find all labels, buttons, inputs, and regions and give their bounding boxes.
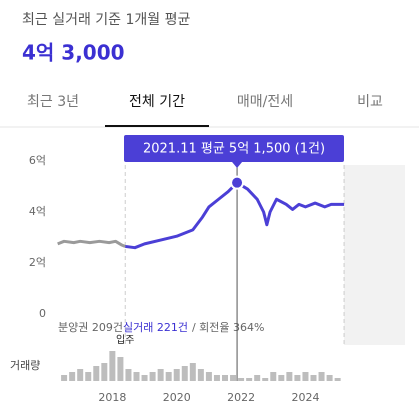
trade-note: 실거래 221건 xyxy=(123,321,188,334)
tab-underline xyxy=(105,125,209,127)
volume-bar xyxy=(61,375,68,381)
volume-bar xyxy=(133,372,140,381)
chart: 0 2억 4억 6억 2018 2020 2022 2024 거래량 분양권 209건실거래 22… xyxy=(10,135,405,404)
y-tick-label: 6억 xyxy=(29,154,46,167)
volume-bar xyxy=(77,369,84,381)
tab[interactable]: 최근 3년 xyxy=(27,94,79,110)
tooltip-pointer xyxy=(232,162,243,168)
volume-bar xyxy=(165,372,172,381)
volume-bar xyxy=(205,372,212,381)
trade-summary: 분양권 209건실거래 221건 / 회전율 364% xyxy=(58,321,264,334)
x-tick-label: 2024 xyxy=(291,391,319,404)
tooltip-text: 2021.11 평균 5억 1,500 (1건) xyxy=(143,142,325,157)
tab[interactable]: 비교 xyxy=(357,94,383,110)
summary-title: 최근 실거래 기준 1개월 평균 xyxy=(22,12,191,28)
y-tick-label: 0 xyxy=(39,307,46,320)
volume-bar xyxy=(149,372,156,381)
tab[interactable]: 전체 기간 xyxy=(129,94,185,110)
volume-bar xyxy=(246,378,253,381)
selected-point xyxy=(230,175,245,190)
tab-bar: 최근 3년 전체 기간 매매/전세 비교 xyxy=(27,94,383,127)
volume-bar xyxy=(69,372,76,381)
volume-bar xyxy=(254,375,261,381)
volume-bar xyxy=(85,372,92,381)
volume-bar xyxy=(93,366,100,381)
tab[interactable]: 매매/전세 xyxy=(237,94,293,110)
volume-bar xyxy=(318,372,325,381)
move-in-label: 입주 xyxy=(116,333,134,346)
volume-bar xyxy=(326,375,333,381)
x-tick-label: 2020 xyxy=(163,391,191,404)
trade-note: 분양권 209건 xyxy=(58,321,123,334)
x-tick-label: 2022 xyxy=(227,391,255,404)
volume-bar xyxy=(334,378,341,381)
volume-bar xyxy=(109,351,116,381)
volume-bar xyxy=(173,369,180,381)
volume-bar xyxy=(286,372,293,381)
volume-bar xyxy=(294,375,301,381)
y-tick-label: 2억 xyxy=(29,256,46,269)
volume-bar xyxy=(101,363,108,381)
volume-bar xyxy=(278,375,285,381)
future-shade xyxy=(344,165,405,345)
y-tick-label: 4억 xyxy=(29,205,46,218)
volume-bar xyxy=(222,375,228,381)
volume-bar xyxy=(270,372,277,381)
summary-value: 4억 3,000 xyxy=(22,41,125,65)
volume-bar xyxy=(189,363,196,381)
volume-bar xyxy=(181,366,188,381)
tooltip-box xyxy=(124,135,344,162)
volume-bar xyxy=(302,372,309,381)
volume-bar xyxy=(117,357,124,381)
volume-bar xyxy=(157,369,164,381)
volume-bar xyxy=(230,375,237,381)
volume-bar xyxy=(262,378,269,381)
volume-bar xyxy=(310,375,317,381)
price-line xyxy=(125,181,345,250)
volume-bar xyxy=(238,378,245,381)
x-tick-label: 2018 xyxy=(98,391,126,404)
volume-bar xyxy=(197,369,204,381)
volume-bar xyxy=(125,369,132,381)
volume-bar xyxy=(141,375,148,381)
price-line xyxy=(57,239,126,248)
volume-bar xyxy=(213,375,220,381)
trade-note: / 회전율 364% xyxy=(192,321,265,334)
volume-label: 거래량 xyxy=(10,359,40,372)
